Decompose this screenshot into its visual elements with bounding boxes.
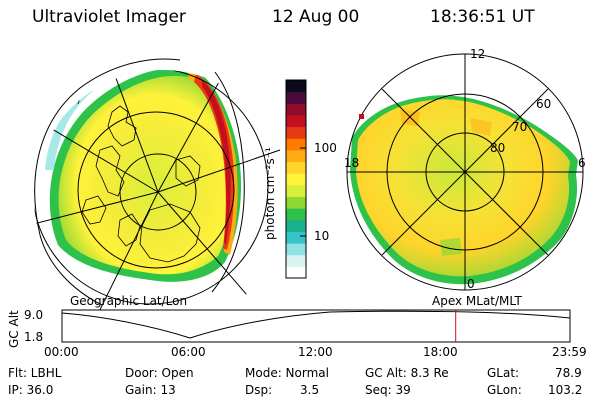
colorbar-cell	[286, 80, 306, 93]
dsp-value: 3.5	[300, 383, 320, 397]
glat-value: 78.9	[555, 366, 582, 380]
colorbar-cell	[286, 184, 306, 197]
colorbar-tick-100: 100	[314, 141, 337, 155]
colorbar-cell	[286, 231, 306, 244]
magnetic-map	[346, 53, 584, 291]
geographic-map	[34, 58, 281, 326]
filter-status: Flt: LBHL	[8, 366, 62, 380]
altitude-ymin: 1.8	[24, 330, 44, 344]
colorbar-cell	[286, 138, 306, 151]
date-label: 12 Aug 00	[272, 7, 360, 27]
door-status: Door: Open	[125, 366, 194, 380]
altitude-xtick-1: 06:00	[171, 345, 206, 359]
colorbar-cell	[286, 126, 306, 139]
colorbar-cell	[286, 266, 306, 279]
altitude-xtick-0: 00:00	[44, 345, 79, 359]
ip-status: IP: 36.0	[8, 383, 54, 397]
mlat-70-label: 70	[512, 120, 528, 134]
colorbar-cell	[286, 254, 306, 267]
colorbar-cell	[286, 161, 306, 174]
mlat-60-label: 60	[536, 97, 552, 111]
glon-label: GLon:	[487, 383, 522, 397]
instrument-title: Ultraviolet Imager	[32, 7, 186, 27]
colorbar-cell	[286, 114, 306, 128]
glat-label: GLat:	[487, 366, 520, 380]
altitude-xtick-3: 18:00	[423, 345, 458, 359]
dsp-label: Dsp:	[245, 383, 273, 397]
mlt-6-label: 6	[578, 156, 586, 170]
colorbar-cell	[286, 219, 306, 232]
colorbar-cell	[286, 149, 306, 163]
glon-value: 103.2	[548, 383, 583, 397]
altitude-xtick-2: 12:00	[298, 345, 333, 359]
spacecraft-marker	[359, 114, 364, 119]
gc-altitude-status: GC Alt: 8.3 Re	[365, 366, 449, 380]
altitude-ymax: 9.0	[24, 308, 44, 322]
colorbar-cell	[286, 243, 306, 256]
apex-caption: Apex MLat/MLT	[432, 294, 522, 308]
colorbar-cell	[286, 103, 306, 116]
mode-status: Mode: Normal	[245, 366, 329, 380]
altitude-plot	[61, 309, 571, 343]
mlt-12-label: 12	[470, 47, 486, 61]
altitude-xtick-4: 23:59	[552, 345, 587, 359]
mlat-80-label: 80	[490, 141, 506, 155]
colorbar-tick-10: 10	[314, 229, 330, 243]
altitude-ylabel: GC Alt	[7, 310, 21, 348]
gain-status: Gain: 13	[125, 383, 176, 397]
color-bar	[285, 79, 307, 279]
mlt-18-label: 18	[344, 156, 360, 170]
colorbar-cell	[286, 91, 306, 104]
colorbar-unit-label: photon cm⁻²s⁻¹	[263, 147, 277, 240]
colorbar-cell	[286, 196, 306, 209]
time-label: 18:36:51 UT	[430, 7, 535, 27]
colorbar-cell	[286, 173, 306, 186]
colorbar-cell	[286, 208, 306, 221]
sequence-status: Seq: 39	[365, 383, 411, 397]
geographic-caption: Geographic Lat/Lon	[70, 294, 188, 308]
mlt-0-label: 0	[467, 277, 475, 291]
